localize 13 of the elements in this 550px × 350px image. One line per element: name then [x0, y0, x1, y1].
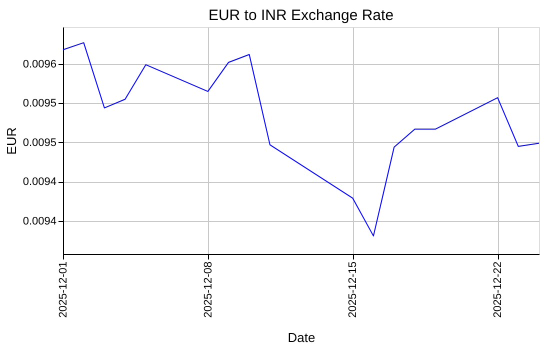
y-tick-label: 0.0094 — [22, 216, 56, 228]
x-tick-label: 2025-12-22 — [492, 262, 504, 318]
y-tick-label: 0.0094 — [22, 176, 56, 188]
x-axis-title: Date — [288, 330, 316, 345]
y-tick-label: 0.0095 — [22, 98, 56, 110]
y-tick-label: 0.0095 — [22, 136, 56, 149]
chart-title: EUR to INR Exchange Rate — [208, 7, 394, 24]
line-series — [62, 42, 540, 236]
x-tick-label: 2025-12-01 — [58, 262, 70, 318]
y-axis-title: EUR — [4, 127, 19, 155]
y-tick-label: 0.0096 — [22, 58, 56, 70]
x-tick-label: 2025-12-15 — [347, 262, 360, 318]
x-tick-label: 2025-12-08 — [202, 262, 214, 318]
